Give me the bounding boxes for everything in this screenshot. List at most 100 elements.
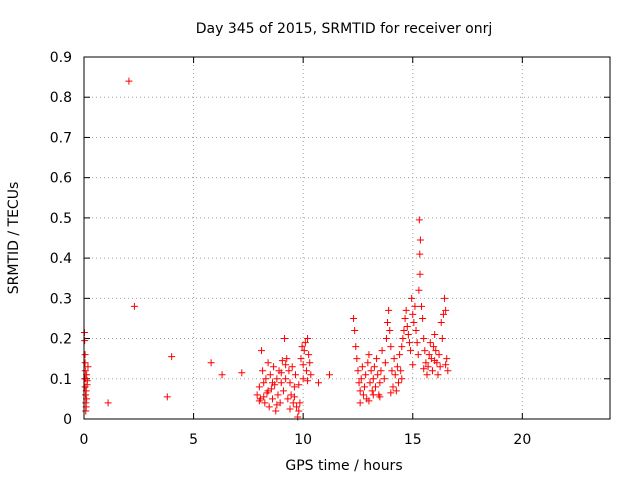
data-point — [403, 322, 411, 330]
data-point — [442, 306, 450, 314]
data-point — [390, 355, 398, 363]
y-tick-label: 0.6 — [50, 171, 72, 187]
data-point — [419, 314, 427, 322]
data-point — [442, 361, 450, 369]
data-point — [284, 395, 292, 403]
data-point — [277, 369, 285, 377]
data-point — [81, 367, 89, 375]
data-point — [432, 347, 440, 355]
data-point — [399, 335, 407, 343]
data-point — [387, 389, 395, 397]
data-point — [302, 367, 310, 375]
data-point — [104, 399, 112, 407]
data-point — [420, 365, 428, 373]
data-point — [416, 236, 424, 244]
data-point — [369, 375, 377, 383]
data-point — [357, 375, 365, 383]
data-point — [426, 339, 434, 347]
data-point — [207, 359, 215, 367]
data-point — [356, 399, 364, 407]
data-point — [305, 351, 313, 359]
data-point — [291, 371, 299, 379]
data-point — [398, 343, 406, 351]
data-point — [350, 314, 358, 322]
data-point — [374, 371, 382, 379]
data-point — [356, 387, 364, 395]
data-point — [393, 363, 401, 371]
data-point — [268, 395, 276, 403]
data-point — [218, 371, 226, 379]
data-point — [413, 339, 421, 347]
data-point — [82, 407, 90, 415]
y-tick-label: 0.7 — [50, 130, 72, 146]
data-point — [431, 357, 439, 365]
x-tick-label: 20 — [513, 432, 531, 448]
plot-frame — [83, 56, 611, 420]
data-point — [416, 250, 424, 258]
data-point — [412, 327, 420, 335]
data-point — [351, 327, 359, 335]
data-point — [388, 367, 396, 375]
data-point — [352, 343, 360, 351]
data-point — [418, 302, 426, 310]
data-point — [407, 347, 415, 355]
data-point — [435, 351, 443, 359]
data-point — [371, 383, 379, 391]
data-point — [270, 363, 278, 371]
data-point — [81, 359, 89, 367]
data-point — [273, 375, 281, 383]
data-point — [281, 335, 289, 343]
data-point — [264, 387, 272, 395]
data-point — [364, 359, 372, 367]
x-tick-label: 0 — [80, 432, 89, 448]
data-point — [395, 379, 403, 387]
data-point — [259, 367, 267, 375]
data-point — [289, 399, 297, 407]
data-point — [377, 367, 385, 375]
data-point — [367, 367, 375, 375]
data-point — [421, 347, 429, 355]
data-point — [286, 379, 294, 387]
data-point — [401, 314, 409, 322]
data-point — [385, 306, 393, 314]
data-point — [277, 379, 285, 387]
data-point — [402, 306, 410, 314]
data-point — [253, 391, 261, 399]
data-point — [258, 347, 266, 355]
data-point — [295, 407, 303, 415]
data-point — [428, 367, 436, 375]
data-point — [408, 294, 416, 302]
x-tick-label: 5 — [189, 432, 198, 448]
data-point — [368, 387, 376, 395]
y-tick-label: 0.4 — [50, 251, 72, 267]
data-point — [355, 379, 363, 387]
data-point — [273, 401, 281, 409]
data-point — [81, 351, 89, 359]
y-tick-labels: 0 0.1 0.2 0.3 0.4 0.5 0.6 0.7 0.8 0.9 — [50, 50, 72, 428]
chart-title: Day 345 of 2015, SRMTID for receiver onr… — [196, 21, 493, 37]
data-point — [304, 377, 312, 385]
data-point — [378, 347, 386, 355]
data-point — [265, 403, 273, 411]
data-point — [434, 371, 442, 379]
data-point — [424, 363, 432, 371]
data-point — [293, 403, 301, 411]
data-point — [255, 383, 263, 391]
data-point — [415, 286, 423, 294]
data-point — [409, 310, 417, 318]
y-tick-label: 0.9 — [50, 50, 72, 66]
data-point — [425, 351, 433, 359]
data-point — [439, 310, 447, 318]
x-tick-label: 15 — [404, 432, 422, 448]
data-point — [279, 387, 287, 395]
y-tick-label: 0 — [63, 412, 72, 428]
data-point — [288, 363, 296, 371]
data-point — [238, 369, 246, 377]
data-point — [83, 381, 91, 389]
data-point — [354, 367, 362, 375]
data-point — [285, 367, 293, 375]
axis-ticks — [83, 56, 610, 420]
y-tick-label: 0.5 — [50, 211, 72, 227]
data-point — [260, 393, 268, 401]
data-point — [260, 379, 268, 387]
